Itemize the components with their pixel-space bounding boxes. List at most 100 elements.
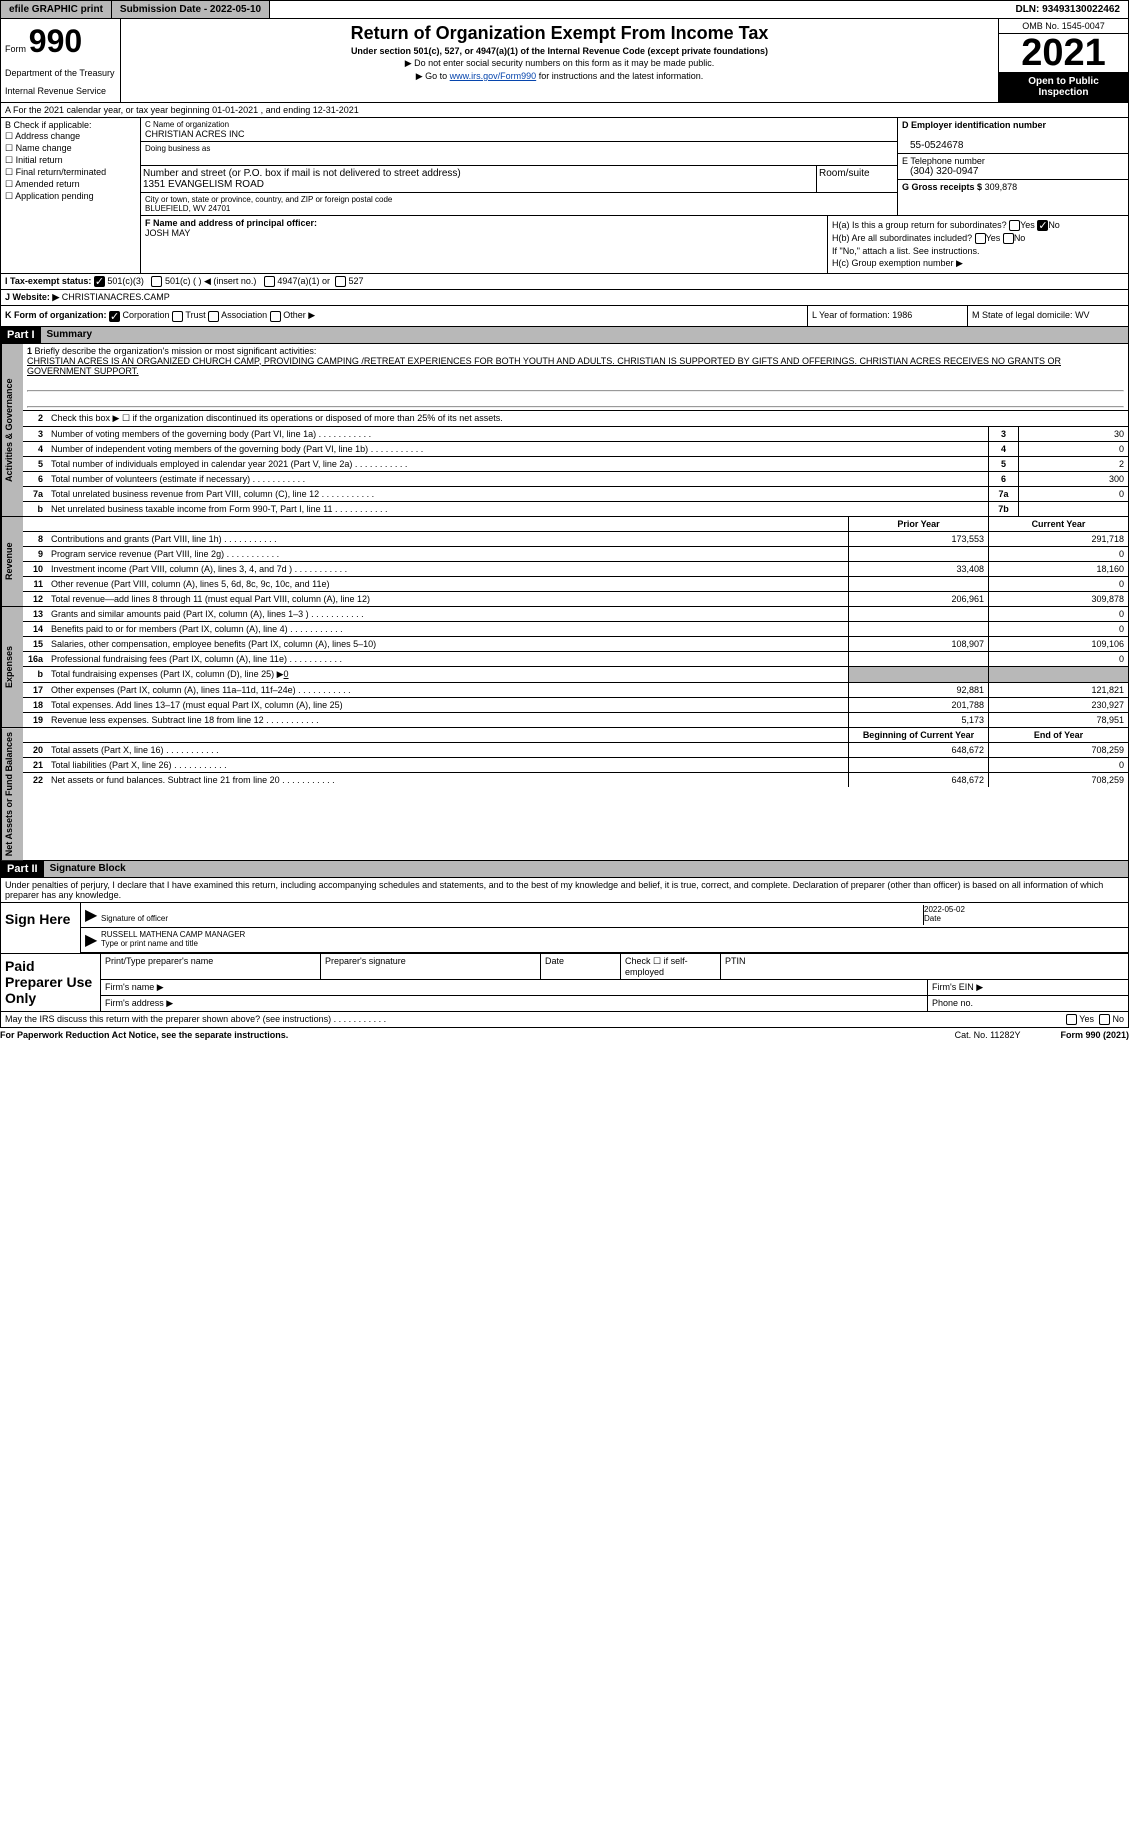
l19-curr: 78,951 [988, 713, 1128, 727]
line-3: Number of voting members of the governin… [47, 427, 988, 441]
arrow-icon: ▶ [85, 930, 101, 950]
phone-value: (304) 320-0947 [902, 166, 978, 177]
check-initial-return[interactable]: ☐ Initial return [5, 155, 136, 166]
org-name-label: C Name of organization [145, 120, 229, 129]
dln: DLN: 93493130022462 [1007, 1, 1128, 18]
year-formation: 1986 [892, 310, 912, 320]
summary-governance: Activities & Governance 1 Briefly descri… [0, 344, 1129, 517]
check-corp[interactable] [109, 311, 120, 322]
line-21: Total liabilities (Part X, line 26) [47, 758, 848, 772]
phone-label: E Telephone number [902, 156, 985, 166]
check-name-change[interactable]: ☐ Name change [5, 143, 136, 154]
line-12: Total revenue—add lines 8 through 11 (mu… [47, 592, 848, 606]
l12-curr: 309,878 [988, 592, 1128, 606]
sign-here-label: Sign Here [1, 903, 81, 953]
line-8: Contributions and grants (Part VIII, lin… [47, 532, 848, 546]
col-b: B Check if applicable: ☐ Address change … [1, 118, 141, 273]
row-klm: K Form of organization: Corporation Trus… [0, 306, 1129, 326]
ha-yes[interactable] [1009, 220, 1020, 231]
l18-curr: 230,927 [988, 698, 1128, 712]
vtab-netassets: Net Assets or Fund Balances [1, 728, 23, 860]
l21-prior [848, 758, 988, 772]
hb-no[interactable] [1003, 233, 1014, 244]
bottom-bar: For Paperwork Reduction Act Notice, see … [0, 1028, 1129, 1042]
line-16b: Total fundraising expenses (Part IX, col… [47, 667, 848, 682]
check-address-change[interactable]: ☐ Address change [5, 131, 136, 142]
check-527[interactable] [335, 276, 346, 287]
col-b-header: B Check if applicable: [5, 120, 136, 130]
l20-curr: 708,259 [988, 743, 1128, 757]
mission-text: CHRISTIAN ACRES IS AN ORGANIZED CHURCH C… [27, 356, 1061, 376]
l12-prior: 206,961 [848, 592, 988, 606]
website-value: CHRISTIANACRES.CAMP [62, 292, 170, 303]
line-13: Grants and similar amounts paid (Part IX… [47, 607, 848, 621]
check-501c[interactable] [151, 276, 162, 287]
prep-date-lbl: Date [541, 954, 621, 979]
row-j: J Website: ▶ CHRISTIANACRES.CAMP [0, 290, 1129, 306]
line-14: Benefits paid to or for members (Part IX… [47, 622, 848, 636]
check-501c3[interactable] [94, 276, 105, 287]
check-4947[interactable] [264, 276, 275, 287]
l11-curr: 0 [988, 577, 1128, 591]
check-app-pending[interactable]: ☐ Application pending [5, 191, 136, 202]
check-other[interactable] [270, 311, 281, 322]
l16a-prior [848, 652, 988, 666]
line-2: Check this box ▶ ☐ if the organization d… [47, 411, 1128, 426]
cat-no: Cat. No. 11282Y [955, 1030, 1021, 1040]
line-17: Other expenses (Part IX, column (A), lin… [47, 683, 848, 697]
line-16a: Professional fundraising fees (Part IX, … [47, 652, 848, 666]
hc-row: H(c) Group exemption number ▶ [832, 258, 1124, 269]
l18-prior: 201,788 [848, 698, 988, 712]
check-final-return[interactable]: ☐ Final return/terminated [5, 167, 136, 178]
submission-date: Submission Date - 2022-05-10 [112, 1, 270, 18]
l19-prior: 5,173 [848, 713, 988, 727]
officer-name: JOSH MAY [145, 228, 190, 238]
dba-label: Doing business as [141, 142, 897, 166]
part1-title: Summary [41, 327, 1128, 343]
check-trust[interactable] [172, 311, 183, 322]
line-18: Total expenses. Add lines 13–17 (must eq… [47, 698, 848, 712]
dept-treasury: Department of the Treasury [5, 68, 116, 78]
discuss-yes[interactable] [1066, 1014, 1077, 1025]
l20-prior: 648,672 [848, 743, 988, 757]
l22-prior: 648,672 [848, 773, 988, 787]
ha-no[interactable] [1037, 220, 1048, 231]
discuss-no[interactable] [1099, 1014, 1110, 1025]
footer-q: May the IRS discuss this return with the… [0, 1012, 1129, 1028]
summary-expenses: Expenses 13Grants and similar amounts pa… [0, 607, 1129, 728]
prep-sig-lbl: Preparer's signature [321, 954, 541, 979]
firm-phone-lbl: Phone no. [928, 996, 1128, 1011]
l15-curr: 109,106 [988, 637, 1128, 651]
part1-bar: Part I Summary [0, 327, 1129, 344]
firm-name-lbl: Firm's name ▶ [101, 980, 928, 995]
org-name: CHRISTIAN ACRES INC [145, 129, 245, 139]
boy-hdr: Beginning of Current Year [848, 728, 988, 742]
officer-label: F Name and address of principal officer: [145, 218, 317, 228]
paperwork-notice: For Paperwork Reduction Act Notice, see … [0, 1030, 288, 1040]
l15-prior: 108,907 [848, 637, 988, 651]
ein-value: 55-0524678 [902, 140, 963, 151]
l16a-curr: 0 [988, 652, 1128, 666]
row-i: I Tax-exempt status: 501(c)(3) 501(c) ( … [0, 274, 1129, 290]
efile-button[interactable]: efile GRAPHIC print [1, 1, 112, 18]
prep-self-emp[interactable]: Check ☐ if self-employed [621, 954, 721, 979]
gross-label: G Gross receipts $ [902, 182, 982, 192]
l8-prior: 173,553 [848, 532, 988, 546]
prep-name-lbl: Print/Type preparer's name [101, 954, 321, 979]
room-label: Room/suite [817, 166, 897, 193]
ein-label: D Employer identification number [902, 120, 1046, 130]
open-public: Open to Public Inspection [999, 72, 1128, 102]
summary-netassets: Net Assets or Fund Balances Beginning of… [0, 728, 1129, 861]
line-7b: Net unrelated business taxable income fr… [47, 502, 988, 516]
check-assoc[interactable] [208, 311, 219, 322]
arrow-icon: ▶ [85, 905, 101, 925]
form-header: Form 990 Department of the Treasury Inte… [0, 19, 1129, 103]
sign-date: 2022-05-02 [924, 905, 965, 914]
line-22: Net assets or fund balances. Subtract li… [47, 773, 848, 787]
firm-ein-lbl: Firm's EIN ▶ [928, 980, 1128, 995]
part2-hdr: Part II [1, 861, 44, 877]
line-3-val: 30 [1018, 427, 1128, 441]
hb-yes[interactable] [975, 233, 986, 244]
check-amended[interactable]: ☐ Amended return [5, 179, 136, 190]
irs-link[interactable]: www.irs.gov/Form990 [450, 71, 537, 81]
